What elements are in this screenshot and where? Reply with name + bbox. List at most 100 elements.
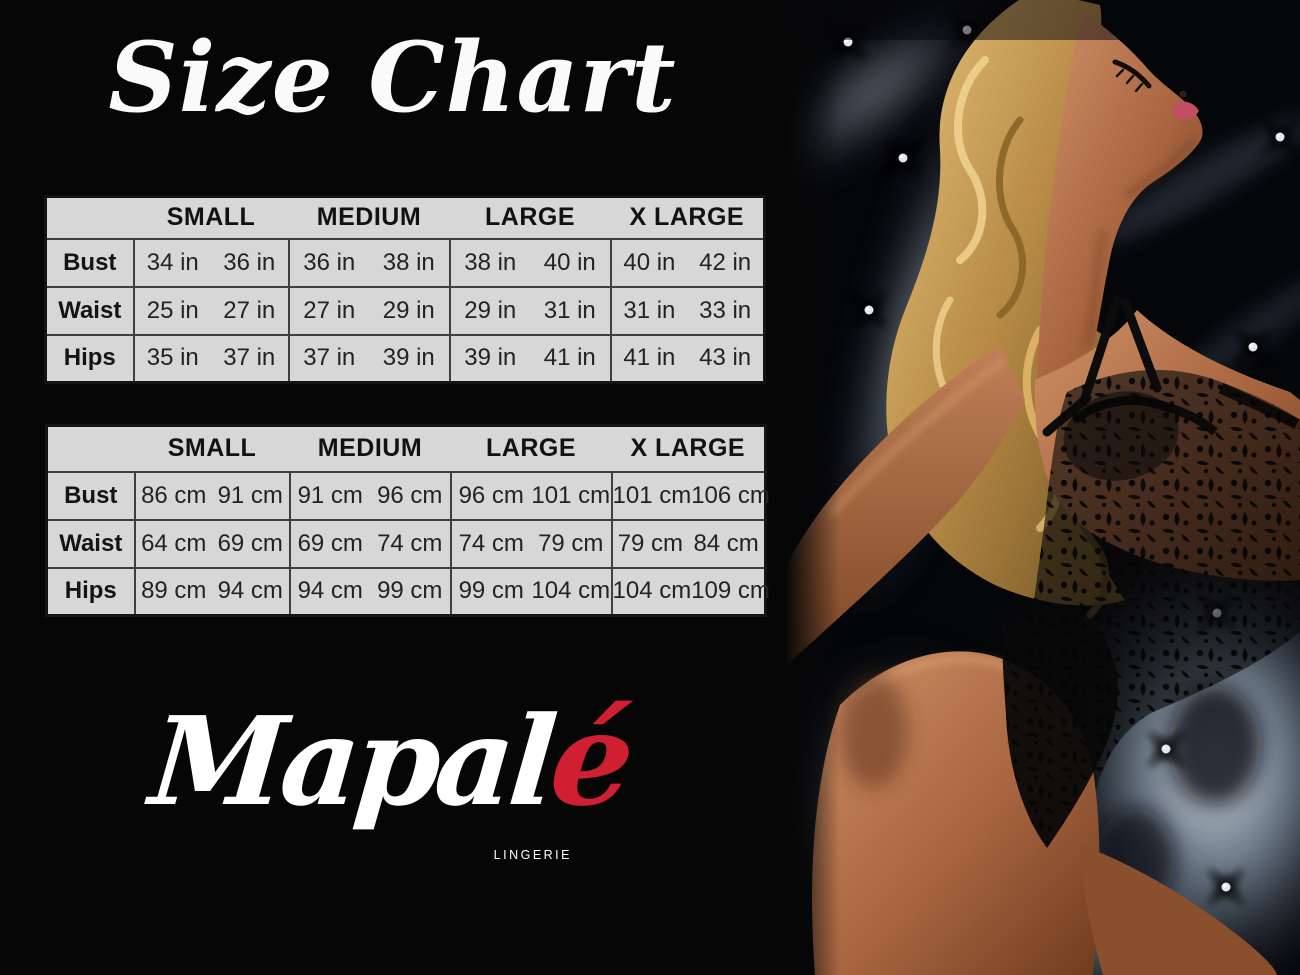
measure-value: 41 in [623,344,676,372]
col-header-medium: MEDIUM [288,196,450,240]
col-header-small: SMALL [133,196,289,240]
measure-value: 86 cm [141,481,207,509]
measure-cell: 25 in 27 in [132,285,290,336]
measure-value: 34 in [146,248,199,276]
row-label: Hips [44,333,135,384]
measure-cell: 39 in 41 in [448,333,612,384]
page-title: Size Chart [108,21,677,134]
measure-value: 35 in [146,344,199,372]
measure-cell: 64 cm 69 cm [133,518,291,569]
measure-cell: 94 cm 99 cm [288,566,452,617]
measure-value: 31 in [623,296,676,324]
measure-value: 29 in [464,296,517,324]
table-header-row: SMALL MEDIUM LARGE X LARGE [46,425,766,473]
brand-name-accent: é [544,684,636,835]
measure-cell: 36 in 38 in [287,237,451,288]
measure-cell: 104 cm 109 cm [610,566,770,617]
measure-value: 36 in [303,248,356,276]
table-row-waist: Waist 25 in 27 in 27 in 29 in 29 in 31 i… [44,285,766,336]
row-label: Bust [45,470,136,521]
measure-value: 40 in [543,248,596,276]
measure-value: 39 in [382,344,435,372]
measure-value: 91 cm [217,481,283,509]
measure-value: 101 cm [612,481,692,509]
measure-cell: 31 in 33 in [609,285,766,336]
measure-cell: 86 cm 91 cm [133,470,291,521]
measure-value: 106 cm [691,481,770,509]
measure-value: 36 in [223,248,276,276]
col-header-medium: MEDIUM [289,425,451,473]
row-label: Waist [44,285,135,336]
measure-cell: 69 cm 74 cm [288,518,452,569]
measure-value: 64 cm [141,529,207,557]
measure-cell: 40 in 42 in [609,237,766,288]
measure-value: 79 cm [538,529,604,557]
measure-cell: 99 cm 104 cm [449,566,613,617]
measure-value: 39 in [464,344,517,372]
bodysuit-lace-bottom [1002,616,1118,848]
measure-value: 94 cm [217,577,283,605]
brand-tagline: LINGERIE [493,848,572,862]
measure-cell: 91 cm 96 cm [288,470,452,521]
measure-value: 94 cm [297,577,363,605]
measure-value: 69 cm [297,529,363,557]
size-table-inches: SMALL MEDIUM LARGE X LARGE Bust 34 in 36… [44,195,766,384]
measure-value: 25 in [146,296,199,324]
row-label: Hips [45,566,136,617]
model-illustration [785,0,1300,975]
table-row-bust: Bust 86 cm 91 cm 91 cm 96 cm 96 cm 101 c… [45,470,770,521]
measure-cell: 38 in 40 in [448,237,612,288]
measure-value: 96 cm [377,481,443,509]
table-row-hips: Hips 89 cm 94 cm 94 cm 99 cm 99 cm 104 c… [45,566,770,617]
measure-value: 41 in [543,344,596,372]
col-header-large: LARGE [450,425,612,473]
measure-value: 89 cm [141,577,207,605]
measure-value: 79 cm [617,529,684,557]
col-header-large: LARGE [449,196,611,240]
col-header-small: SMALL [134,425,290,473]
measure-value: 38 in [382,248,435,276]
measure-value: 37 in [303,344,356,372]
row-label: Waist [45,518,136,569]
measure-cell: 79 cm 84 cm [610,518,767,569]
measure-cell: 41 in 43 in [609,333,766,384]
measure-value: 31 in [543,296,596,324]
measure-value: 33 in [699,296,752,324]
measure-value: 99 cm [377,577,443,605]
col-header-xlarge: X LARGE [611,425,766,473]
measure-value: 69 cm [217,529,283,557]
top-edge-fade [785,0,1300,40]
table-row-hips: Hips 35 in 37 in 37 in 39 in 39 in 41 in… [44,333,766,384]
measure-value: 99 cm [458,577,524,605]
measure-value: 37 in [223,344,276,372]
col-header-xlarge: X LARGE [610,196,765,240]
brand-name-main: Mapal [145,689,558,833]
corner-cell [46,425,135,473]
measure-value: 40 in [623,248,676,276]
nose-shadow [1179,90,1187,98]
measure-value: 42 in [699,248,752,276]
eyelash [1112,59,1152,89]
measure-value: 109 cm [691,577,770,605]
left-edge-fade [785,0,840,975]
measure-cell: 101 cm 106 cm [610,470,770,521]
measure-cell: 74 cm 79 cm [449,518,613,569]
measure-cell: 37 in 39 in [287,333,451,384]
table-header-row: SMALL MEDIUM LARGE X LARGE [45,196,765,240]
brand-logo-text: Mapalé [144,684,637,835]
measure-value: 96 cm [458,481,524,509]
measure-value: 38 in [464,248,517,276]
measure-value: 74 cm [458,529,524,557]
model-photo [785,0,1300,975]
neck-shadow [1083,229,1108,346]
measure-cell: 29 in 31 in [448,285,612,336]
arm [785,345,1025,667]
corner-cell [45,196,134,240]
measure-value: 74 cm [377,529,443,557]
measure-cell: 96 cm 101 cm [449,470,613,521]
measure-cell: 34 in 36 in [132,237,290,288]
measure-value: 43 in [699,344,752,372]
table-row-waist: Waist 64 cm 69 cm 69 cm 74 cm 74 cm 79 c… [45,518,767,569]
lips [1172,101,1199,120]
measure-cell: 27 in 29 in [287,285,451,336]
